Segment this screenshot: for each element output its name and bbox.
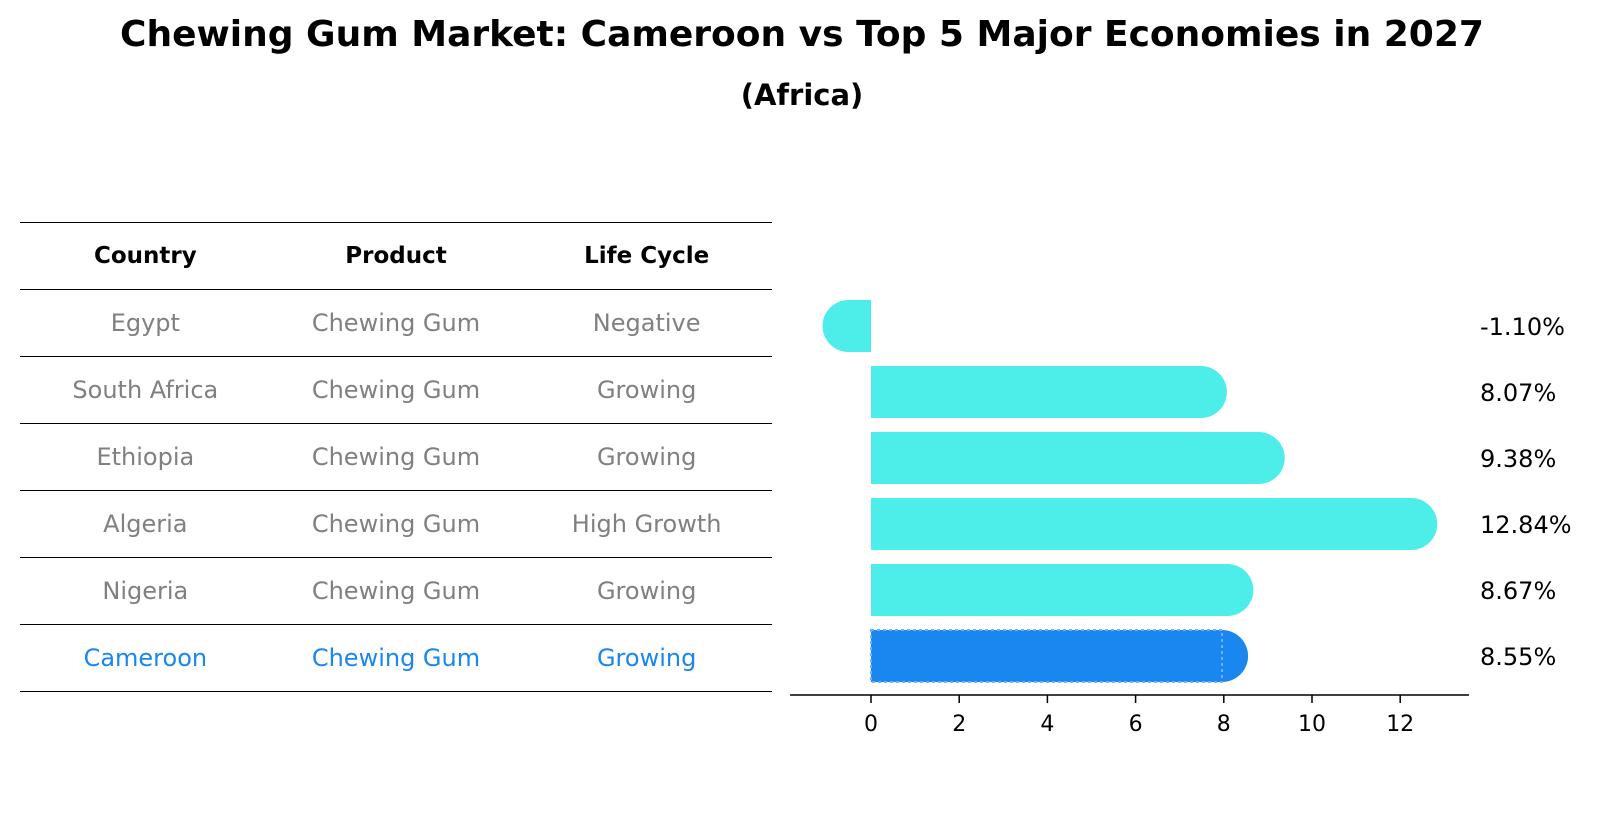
cell-country: South Africa [72,376,219,404]
cell-product: Chewing Gum [311,376,481,404]
cell-country: Ethiopia [96,443,195,471]
x-tick-label: 4 [1040,712,1054,737]
cell-product: Chewing Gum [311,510,481,538]
table-row: Ethiopia Chewing Gum Growing [20,423,772,490]
cell-life-cycle: Growing [596,577,697,605]
table-row: Egypt Chewing Gum Negative [20,289,772,356]
x-tick-label: 0 [864,712,878,737]
value-label: 8.07% [1480,379,1556,407]
value-label: 8.67% [1480,577,1556,605]
bar-egypt [822,300,871,352]
table-header-row: Country Product Life Cycle [20,222,772,289]
cell-country: Algeria [103,510,188,538]
data-table: Country Product Life Cycle Egypt Chewing… [20,222,772,692]
header-country: Country [93,243,197,269]
cell-product: Chewing Gum [311,309,481,337]
cell-product: Chewing Gum [311,443,481,471]
cell-product: Chewing Gum [311,644,481,672]
x-tick-label: 2 [952,712,966,737]
header-product: Product [345,243,447,269]
cell-life-cycle: Growing [596,644,697,672]
x-tick-label: 8 [1217,712,1231,737]
bar-south-africa [871,366,1227,418]
bar-ethiopia [871,432,1285,484]
x-tick-label: 12 [1386,712,1414,737]
cell-life-cycle: High Growth [571,510,722,538]
header-life-cycle: Life Cycle [584,243,710,269]
table-row: Algeria Chewing Gum High Growth [20,490,772,557]
cell-country: Nigeria [102,577,189,605]
x-tick-label: 10 [1298,712,1326,737]
value-label: 9.38% [1480,445,1556,473]
cell-life-cycle: Growing [596,376,697,404]
table-row: Nigeria Chewing Gum Growing [20,557,772,624]
bar-nigeria [871,564,1254,616]
bar-algeria [871,498,1438,550]
cell-life-cycle: Negative [592,309,701,337]
table-row: South Africa Chewing Gum Growing [20,356,772,423]
cell-country: Egypt [110,309,180,337]
value-label: -1.10% [1480,313,1565,341]
value-label: 8.55% [1480,643,1556,671]
table-row-highlighted: Cameroon Chewing Gum Growing [20,624,772,692]
chart-subtitle: (Africa) [740,78,864,112]
cell-country: Cameroon [83,644,208,672]
cell-life-cycle: Growing [596,443,697,471]
chart-title: Chewing Gum Market: Cameroon vs Top 5 Ma… [120,14,1484,55]
x-tick-label: 6 [1129,712,1143,737]
value-label: 12.84% [1480,511,1572,539]
cell-product: Chewing Gum [311,577,481,605]
bar-cameroon [870,629,1249,683]
